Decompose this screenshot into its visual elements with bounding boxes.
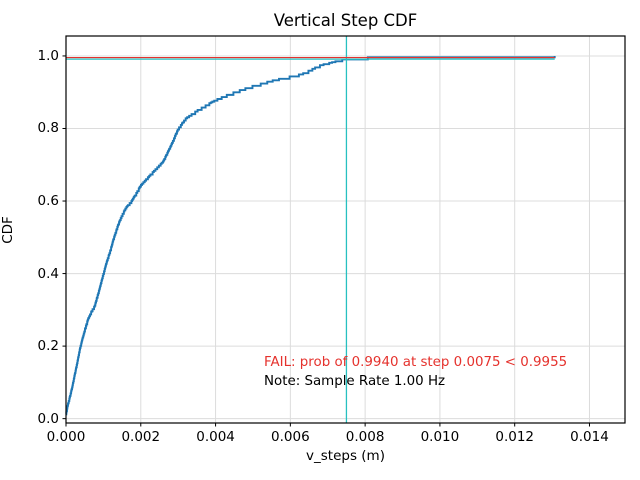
ecdf-curve	[65, 55, 556, 416]
x-tick-label: 0.012	[495, 429, 535, 445]
x-axis-label: v_steps (m)	[306, 448, 385, 464]
x-tick-label: 0.002	[121, 429, 161, 445]
y-tick-label: 0.6	[37, 193, 59, 210]
y-tick-label: 0.4	[37, 265, 59, 282]
y-tick-label: 0.0	[37, 410, 59, 427]
x-tick-label: 0.008	[345, 429, 385, 445]
x-tick-label: 0.006	[271, 429, 310, 445]
axes-spines	[65, 35, 626, 424]
sample-rate-annotation: Note: Sample Rate 1.00 Hz	[264, 374, 446, 389]
y-tick-label: 1.0	[37, 47, 59, 64]
chart-title: Vertical Step CDF	[273, 11, 418, 30]
y-tick-label: 0.2	[37, 338, 59, 355]
y-tick-label: 0.8	[37, 120, 59, 137]
x-tick-label: 0.000	[46, 429, 86, 445]
x-tick-label: 0.004	[196, 429, 235, 445]
fail-annotation: FAIL: prob of 0.9940 at step 0.0075 < 0.…	[264, 355, 568, 370]
x-tick-label: 0.010	[420, 429, 460, 445]
x-tick-label: 0.014	[570, 429, 609, 445]
